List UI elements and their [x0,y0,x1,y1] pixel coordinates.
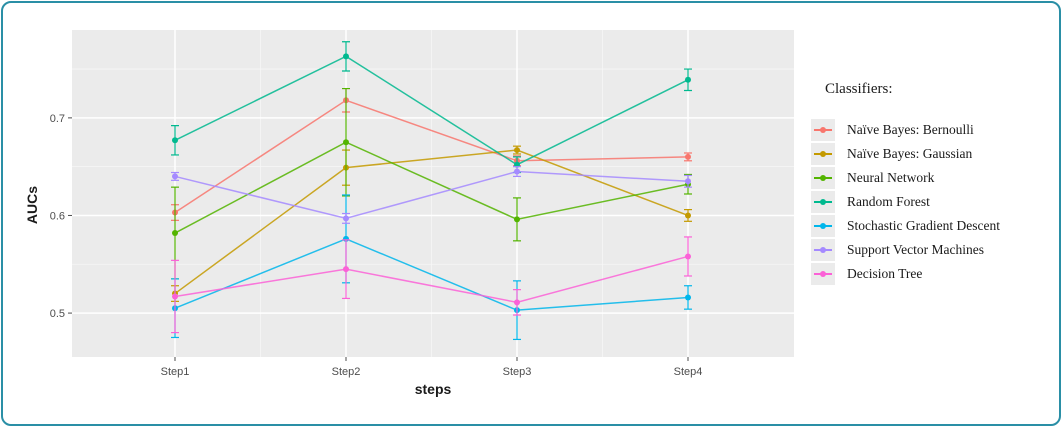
legend-label: Naïve Bayes: Gaussian [847,146,973,161]
data-point [685,76,691,83]
legend-title: Classifiers: [825,81,893,97]
data-point [343,139,349,146]
y-tick-label: 0.7 [50,113,65,125]
series-line-na-ve-bayes-gaussian [174,149,689,295]
data-point [514,147,520,154]
series-line-support-vector-machines [174,170,689,220]
data-point [514,299,520,306]
legend-key-dot [820,223,826,229]
data-point [685,178,691,185]
plot-panel [72,30,794,357]
legend-key [811,215,835,237]
legend-key-dot [820,247,826,253]
legend-item-na-ve-bayes-bernoulli: Naïve Bayes: Bernoulli [811,118,1041,142]
series-layer [171,41,692,341]
series-decision-tree [171,236,692,334]
data-point [172,293,178,300]
legend-key-dot [820,175,826,181]
legend-key [811,191,835,213]
series-line-random-forest [174,55,689,166]
data-point [172,230,178,237]
series-line-na-ve-bayes-bernoulli [174,99,689,214]
line-chart: 0.5 0.6 0.7 Step1 Step2 Step3 Step4 AUCs steps [24,30,794,397]
axis-ticks: 0.5 0.6 0.7 Step1 Step2 Step3 Step4 [50,113,703,378]
x-tick-label: Step4 [674,366,703,378]
data-point [685,294,691,301]
legend-label: Naïve Bayes: Bernoulli [847,122,974,137]
x-tick-label: Step3 [503,366,532,378]
y-axis-title: AUCs [24,186,40,224]
series-line-decision-tree [174,255,689,304]
legend-key-dot [820,127,826,133]
legend-label: Stochastic Gradient Descent [847,218,1000,233]
data-point [172,137,178,144]
x-tick-label: Step1 [161,366,190,378]
data-point [685,212,691,219]
legend-key-dot [820,199,826,205]
data-point [685,253,691,260]
legend-key [811,167,835,189]
legend-label: Neural Network [847,170,935,185]
data-point [685,153,691,160]
legend-key-dot [820,151,826,157]
legend-label: Decision Tree [847,266,923,281]
legend-item-neural-network: Neural Network [811,166,1041,190]
legend-key [811,263,835,285]
legend-item-decision-tree: Decision Tree [811,262,1041,286]
x-tick-label: Step2 [332,366,361,378]
series-line-neural-network [174,141,689,234]
legend: Classifiers: Naïve Bayes: Bernoulli Naïve… [811,81,1041,286]
series-neural-network [171,87,692,280]
data-point [343,215,349,222]
series-line-stochastic-gradient-descent [174,238,689,311]
series-support-vector-machines [171,166,692,224]
y-tick-label: 0.5 [50,308,65,320]
y-tick-label: 0.6 [50,210,65,222]
legend-item-stochastic-gradient-descent: Stochastic Gradient Descent [811,214,1041,238]
data-point [172,173,178,180]
x-axis-title: steps [415,381,452,397]
legend-key-dot [820,271,826,277]
legend-item-support-vector-machines: Support Vector Machines [811,238,1041,262]
legend-label: Random Forest [847,194,930,209]
legend-key [811,119,835,141]
legend-key [811,143,835,165]
data-point [514,168,520,175]
legend-item-na-ve-bayes-gaussian: Naïve Bayes: Gaussian [811,142,1041,166]
legend-item-random-forest: Random Forest [811,190,1041,214]
legend-items: Naïve Bayes: Bernoulli Naïve Bayes: Gauss… [811,118,1041,286]
data-point [343,53,349,60]
data-point [514,216,520,223]
legend-label: Support Vector Machines [847,242,984,257]
data-point [343,266,349,273]
legend-key [811,239,835,261]
